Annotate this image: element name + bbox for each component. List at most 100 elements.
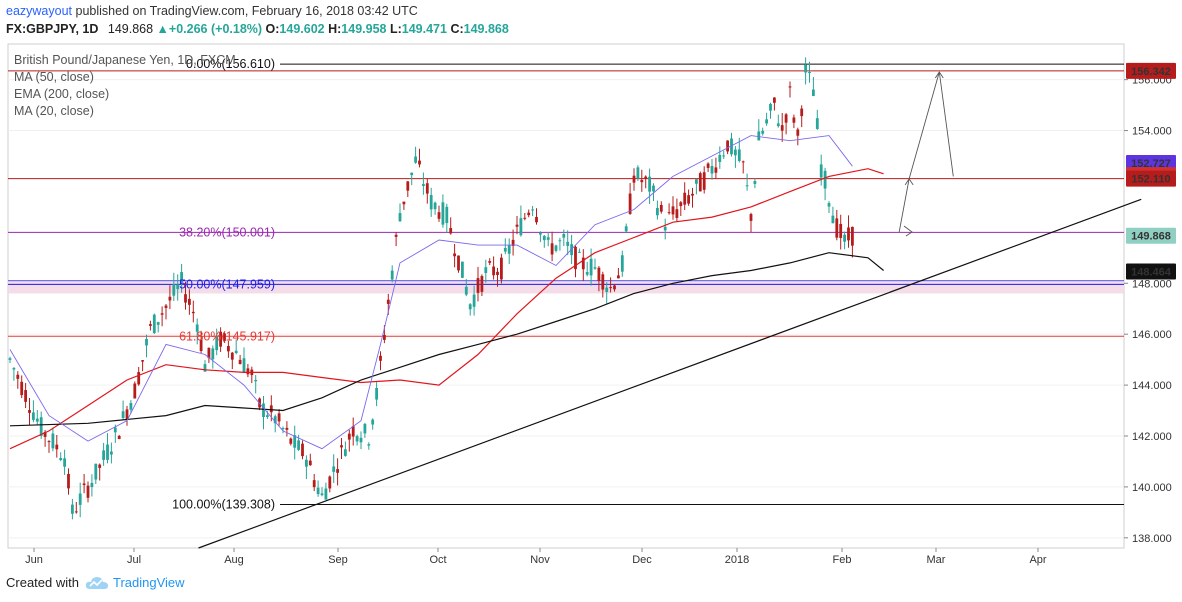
candle-body bbox=[484, 267, 488, 273]
candle-body bbox=[531, 209, 534, 211]
x-tick-label: Sep bbox=[328, 554, 348, 566]
candle-body bbox=[613, 285, 616, 290]
candle-body bbox=[593, 267, 597, 269]
fib-label: 0.00%(156.610) bbox=[186, 57, 275, 71]
candle-body bbox=[503, 247, 507, 252]
trendline bbox=[198, 198, 1142, 549]
candle-body bbox=[180, 272, 183, 283]
price-label-bg bbox=[1126, 170, 1176, 187]
candle-body bbox=[492, 266, 495, 276]
candle-body bbox=[671, 206, 675, 215]
candle-body bbox=[383, 334, 386, 340]
candle-body bbox=[246, 368, 250, 375]
footer: Created with TradingView bbox=[6, 575, 185, 590]
candle-body bbox=[71, 504, 74, 514]
candle-body bbox=[472, 294, 476, 307]
candle-body bbox=[63, 458, 66, 467]
candle-body bbox=[765, 119, 768, 124]
candle-body bbox=[648, 176, 651, 192]
close-value: 149.868 bbox=[463, 22, 509, 36]
candle-body bbox=[121, 411, 125, 418]
candle-body bbox=[281, 428, 285, 430]
candle-body bbox=[839, 223, 843, 238]
arrow-head bbox=[934, 71, 944, 79]
candle-body bbox=[687, 195, 690, 204]
candle-body bbox=[285, 427, 289, 430]
candle-body bbox=[289, 438, 293, 444]
candle-body bbox=[656, 207, 659, 216]
close-label: C: bbox=[450, 22, 464, 36]
candle-body bbox=[652, 185, 655, 192]
candle-body bbox=[819, 164, 823, 178]
y-tick-label: 154.000 bbox=[1132, 126, 1172, 138]
y-tick-label: 148.000 bbox=[1132, 278, 1172, 290]
candle-body bbox=[86, 485, 90, 498]
y-tick-label: 138.000 bbox=[1132, 533, 1172, 545]
candle-body bbox=[539, 232, 542, 235]
candle-body bbox=[90, 482, 94, 488]
candle-body bbox=[617, 275, 620, 279]
candle-body bbox=[702, 172, 706, 190]
last-price: 149.868 bbox=[107, 22, 154, 36]
price-label: 152.727 bbox=[1131, 158, 1171, 170]
zone-rect bbox=[8, 280, 1124, 294]
candle-body bbox=[550, 243, 554, 255]
candle-body bbox=[425, 183, 429, 194]
candle-body bbox=[156, 322, 160, 325]
pointer-arrow bbox=[903, 225, 913, 237]
candle-body bbox=[523, 217, 527, 219]
candle-body bbox=[203, 364, 207, 372]
candle-body bbox=[753, 181, 757, 184]
candle-body bbox=[328, 476, 332, 489]
candle-body bbox=[117, 435, 121, 439]
candle-body bbox=[581, 257, 585, 270]
tradingview-brand: TradingView bbox=[112, 575, 185, 590]
candle-body bbox=[266, 415, 269, 417]
candle-body bbox=[449, 228, 453, 234]
candle-body bbox=[445, 206, 449, 224]
candle-body bbox=[578, 251, 581, 253]
candle-body bbox=[679, 202, 683, 207]
candle-body bbox=[776, 123, 780, 127]
ma20-line bbox=[9, 135, 853, 450]
candle-body bbox=[457, 255, 460, 271]
candle-body bbox=[78, 493, 82, 505]
candle-body bbox=[390, 270, 394, 280]
x-tick-label: Feb bbox=[833, 554, 852, 566]
candle-body bbox=[301, 443, 304, 457]
candle-body bbox=[293, 435, 297, 448]
candle-body bbox=[223, 333, 226, 341]
candle-body bbox=[769, 103, 772, 111]
price-label-bg bbox=[1126, 62, 1176, 79]
candle-body bbox=[106, 444, 109, 460]
candle-body bbox=[207, 347, 211, 359]
candle-body bbox=[398, 213, 402, 222]
candle-body bbox=[437, 212, 441, 219]
candle-body bbox=[47, 441, 51, 443]
candle-body bbox=[125, 409, 129, 420]
open-value: 149.602 bbox=[279, 22, 325, 36]
ohlc-line: FX:GBPJPY, 1D 149.868 ▲+0.266 (+0.18%) O… bbox=[6, 21, 509, 38]
candle-body bbox=[184, 294, 187, 303]
tradingview-link[interactable]: TradingView bbox=[85, 575, 185, 590]
author-link[interactable]: eazywayout bbox=[6, 4, 73, 18]
candle-body bbox=[683, 192, 687, 205]
price-label: 149.868 bbox=[1131, 231, 1171, 243]
candle-body bbox=[812, 89, 815, 96]
price-label: 152.110 bbox=[1131, 174, 1170, 186]
low-value: 149.471 bbox=[401, 22, 447, 36]
y-tick-label: 144.000 bbox=[1132, 380, 1172, 392]
candle-body bbox=[363, 423, 367, 434]
candle-body bbox=[133, 383, 137, 399]
candle-body bbox=[297, 440, 300, 450]
candle-body bbox=[659, 204, 663, 212]
candle-body bbox=[242, 358, 246, 372]
ema200-line bbox=[9, 252, 884, 427]
candle-body bbox=[316, 487, 320, 495]
candle-body bbox=[188, 298, 191, 305]
trendlines bbox=[198, 71, 1142, 549]
candle-body bbox=[152, 314, 156, 334]
fib-labels: 0.00%(156.610) 38.20%(150.001) 50.00%(147.… bbox=[172, 57, 275, 511]
candle-body bbox=[145, 338, 148, 346]
